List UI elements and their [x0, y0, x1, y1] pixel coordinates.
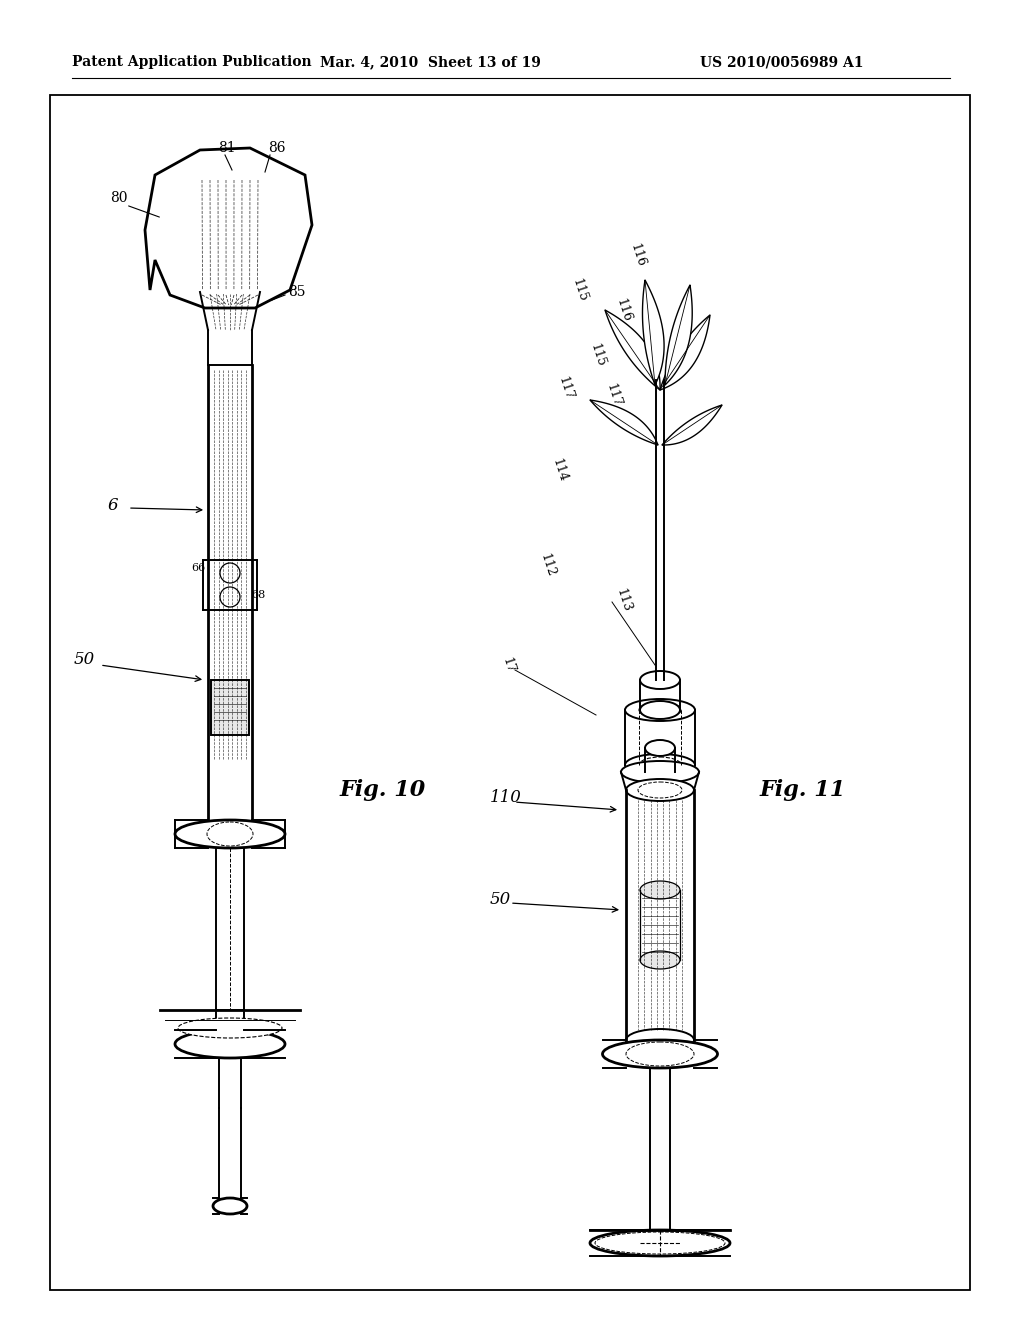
Polygon shape [590, 400, 658, 445]
Text: 117: 117 [556, 375, 575, 401]
Text: 17: 17 [500, 656, 517, 675]
Text: Mar. 4, 2010  Sheet 13 of 19: Mar. 4, 2010 Sheet 13 of 19 [319, 55, 541, 69]
Ellipse shape [602, 1040, 718, 1068]
Ellipse shape [625, 754, 695, 776]
Text: 115: 115 [570, 277, 590, 304]
Ellipse shape [638, 781, 682, 799]
Ellipse shape [626, 1030, 694, 1051]
Ellipse shape [639, 702, 681, 718]
Polygon shape [605, 310, 660, 389]
Ellipse shape [640, 950, 680, 969]
Text: 50: 50 [490, 891, 511, 908]
Ellipse shape [639, 756, 681, 774]
Text: Fig. 10: Fig. 10 [340, 779, 426, 801]
Text: 50: 50 [74, 652, 95, 668]
Text: 116: 116 [614, 297, 634, 323]
Text: Fig. 11: Fig. 11 [760, 779, 846, 801]
Ellipse shape [590, 1230, 730, 1257]
Text: 6: 6 [108, 496, 119, 513]
Ellipse shape [626, 779, 694, 801]
Text: 86: 86 [268, 141, 286, 154]
Ellipse shape [213, 1199, 247, 1214]
Text: 117: 117 [604, 381, 624, 408]
Ellipse shape [645, 741, 675, 756]
Text: 112: 112 [538, 552, 558, 578]
Text: 115: 115 [588, 342, 607, 368]
Bar [50, 95, 970, 1290]
Text: Patent Application Publication: Patent Application Publication [72, 55, 311, 69]
Ellipse shape [625, 700, 695, 721]
Text: 81: 81 [218, 141, 236, 154]
Text: 66: 66 [190, 564, 205, 573]
Ellipse shape [175, 1030, 285, 1059]
Ellipse shape [640, 671, 680, 689]
Ellipse shape [645, 764, 675, 780]
Text: 68: 68 [251, 590, 265, 601]
Text: 85: 85 [288, 285, 305, 300]
Ellipse shape [175, 820, 285, 847]
Polygon shape [665, 285, 692, 385]
Ellipse shape [640, 701, 680, 719]
Text: 110: 110 [490, 789, 522, 807]
Polygon shape [662, 405, 722, 445]
Polygon shape [145, 148, 312, 308]
Text: 116: 116 [628, 242, 648, 268]
Polygon shape [642, 280, 665, 385]
Bar [216, 1010, 244, 1030]
Text: 114: 114 [550, 457, 569, 483]
Text: 80: 80 [110, 191, 128, 205]
Text: 113: 113 [614, 586, 634, 614]
Ellipse shape [178, 1018, 282, 1038]
Ellipse shape [621, 762, 699, 783]
Bar [211, 680, 249, 735]
Polygon shape [660, 315, 710, 389]
Text: US 2010/0056989 A1: US 2010/0056989 A1 [700, 55, 863, 69]
Ellipse shape [640, 880, 680, 899]
